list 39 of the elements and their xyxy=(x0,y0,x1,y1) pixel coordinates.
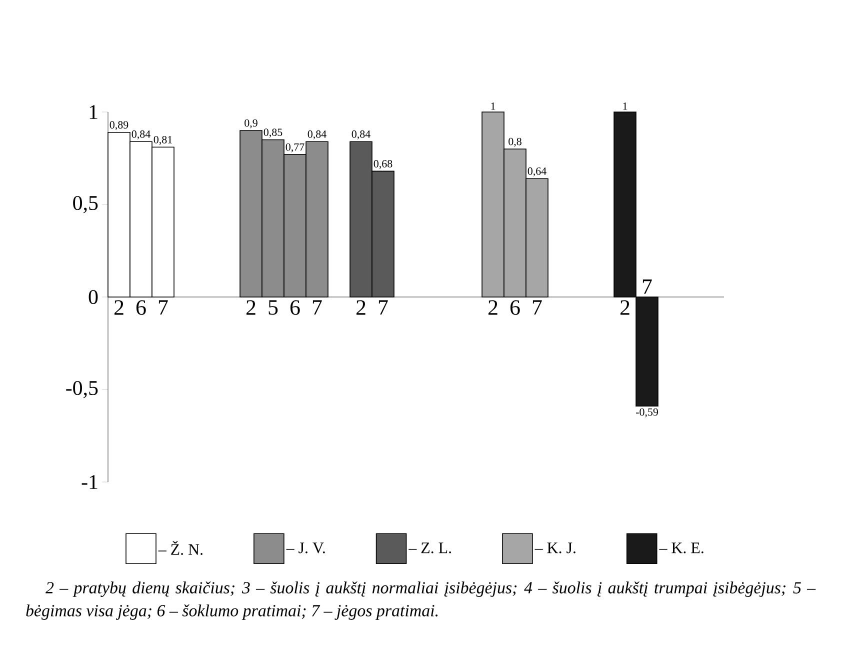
x-tick-label: 6 xyxy=(136,300,146,315)
x-tick-label: 2 xyxy=(356,300,366,315)
data-label: 0,64 xyxy=(528,167,546,176)
x-tick-label: 2 xyxy=(114,300,124,315)
x-tick-label: 2 xyxy=(620,300,630,315)
data-label: 0,84 xyxy=(308,130,326,140)
x-tick-label: 5 xyxy=(268,300,278,315)
x-tick-label: 6 xyxy=(290,300,300,315)
legend-label: – K. J. xyxy=(534,542,576,554)
x-tick-label: 7 xyxy=(642,279,652,294)
x-tick-label: 7 xyxy=(158,300,168,315)
x-tick-label: 7 xyxy=(532,300,542,315)
x-tick-label: 7 xyxy=(378,300,388,315)
x-tick-label: 2 xyxy=(246,300,256,315)
legend-label: – J. V. xyxy=(286,542,325,554)
legend-label: – K. E. xyxy=(659,542,704,554)
data-label: 0,68 xyxy=(374,160,392,169)
data-label: 0,81 xyxy=(154,136,172,145)
data-label: 0,85 xyxy=(264,128,282,138)
data-label: -0,59 xyxy=(636,408,658,418)
y-tick-label: -1 xyxy=(82,475,98,489)
data-label: 1 xyxy=(491,102,496,110)
legend-label: – Z. L. xyxy=(408,542,452,554)
x-tick-label: 6 xyxy=(510,300,520,315)
data-label: 1 xyxy=(623,102,628,110)
data-label: 0,84 xyxy=(132,130,150,140)
y-tick-label: 0 xyxy=(88,290,98,304)
legend-label: – Ž. N. xyxy=(158,541,202,555)
data-label: 0,8 xyxy=(508,138,522,147)
data-label: 0,89 xyxy=(110,121,128,130)
y-tick-label: -0,5 xyxy=(66,380,98,398)
x-tick-label: 7 xyxy=(312,300,322,315)
data-label: 0,84 xyxy=(352,130,370,140)
y-tick-label: 0,5 xyxy=(73,196,98,214)
data-label: 0,9 xyxy=(244,119,258,128)
y-tick-label: 1 xyxy=(90,105,98,119)
data-label: 0,77 xyxy=(286,143,304,152)
text: 2 – pratybų dienų skaičius; 3 – šuolis į aukštį normaliai įsibėgėjus; 4 – šuolis į aukštį trumpai įsibėgėjus; 5 – bėgimas visa jėga; 6 – šoklumo pratimai; 7 – jėgos pratimai. xyxy=(26,582,816,620)
x-tick-label: 2 xyxy=(488,300,498,315)
